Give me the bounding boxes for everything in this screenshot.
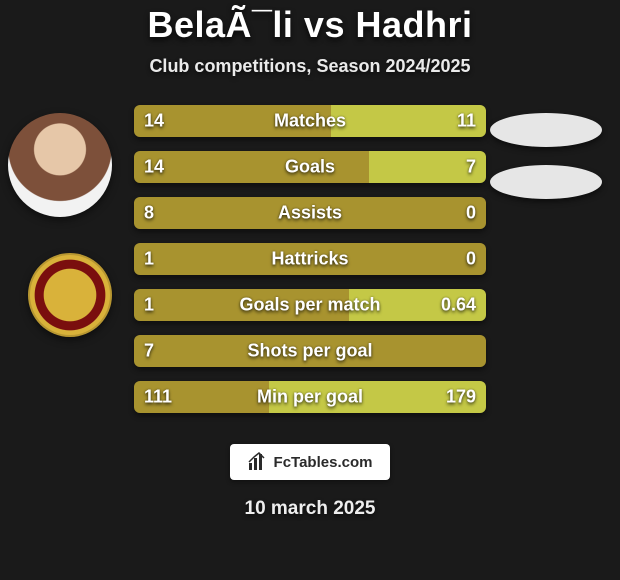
stat-bar: 14 11 Matches <box>134 105 486 137</box>
stat-label: Shots per goal <box>247 341 372 362</box>
stat-bars: 1411Matches147Goals80Assists10Hattricks1… <box>134 105 486 413</box>
page-title: BelaÃ¯li vs Hadhri <box>148 4 473 45</box>
stat-bar: 14 7 Goals <box>134 151 486 183</box>
stat-right-value: 7 <box>466 157 476 178</box>
fctables-logo[interactable]: FcTables.com <box>230 444 390 480</box>
stat-label: Matches <box>274 111 346 132</box>
stat-left-value: 1 <box>144 295 154 316</box>
stat-label: Goals <box>285 157 335 178</box>
stat-left-value: 14 <box>144 157 164 178</box>
stat-label: Assists <box>278 203 342 224</box>
stat-left-value: 14 <box>144 111 164 132</box>
stat-right-value: 0 <box>466 203 476 224</box>
player-left-avatar <box>8 113 112 217</box>
stat-left-value: 8 <box>144 203 154 224</box>
page-title-row: BelaÃ¯li vs Hadhri <box>0 0 620 46</box>
club-left-badge <box>28 253 112 337</box>
player-right-avatar-placeholder <box>490 113 602 147</box>
stat-label: Min per goal <box>257 387 363 408</box>
page-subtitle-row: Club competitions, Season 2024/2025 <box>0 56 620 77</box>
club-right-badge-placeholder <box>490 165 602 199</box>
stat-left-value: 7 <box>144 341 154 362</box>
date-row: 10 march 2025 <box>0 498 620 520</box>
stat-bar: 111 179 Min per goal <box>134 381 486 413</box>
fctables-label: FcTables.com <box>274 454 373 471</box>
stat-right-value: 11 <box>457 111 476 132</box>
stat-right-value: 0.64 <box>441 295 476 316</box>
stat-right-value: 0 <box>466 249 476 270</box>
stat-label: Goals per match <box>239 295 380 316</box>
page-subtitle: Club competitions, Season 2024/2025 <box>149 56 470 76</box>
stat-bar: 7 Shots per goal <box>134 335 486 367</box>
stat-bar: 1 0.64 Goals per match <box>134 289 486 321</box>
content-area: 1411Matches147Goals80Assists10Hattricks1… <box>0 105 620 435</box>
stat-bar: 8 0 Assists <box>134 197 486 229</box>
stat-left-value: 111 <box>144 387 172 408</box>
date-text: 10 march 2025 <box>245 498 376 519</box>
chart-bars-icon <box>248 452 268 472</box>
stat-bar: 1 0 Hattricks <box>134 243 486 275</box>
stat-right-value: 179 <box>446 387 476 408</box>
stat-label: Hattricks <box>271 249 348 270</box>
stat-left-value: 1 <box>144 249 154 270</box>
